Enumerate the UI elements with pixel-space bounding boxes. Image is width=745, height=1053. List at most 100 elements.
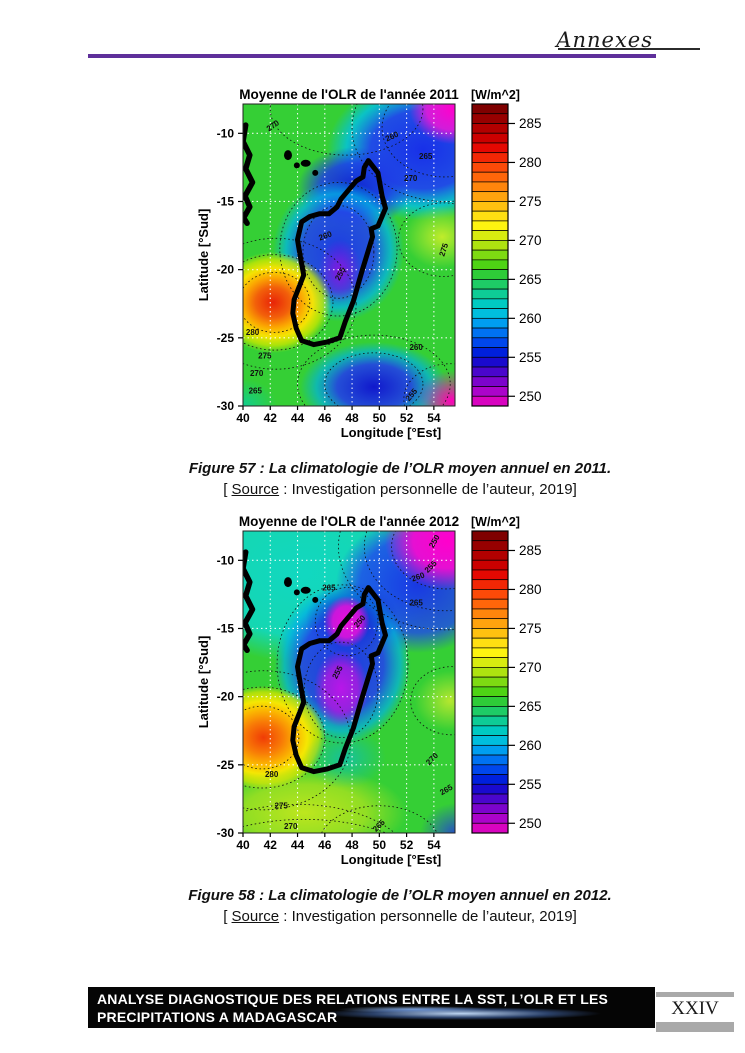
field-yellowgreen-east — [414, 670, 455, 731]
comoros-island — [293, 589, 300, 596]
contour-label: 280 — [246, 328, 260, 337]
madagascar-coastline — [290, 158, 388, 348]
svg-text:-10: -10 — [217, 553, 235, 567]
field-cyan-sw-corner — [243, 378, 278, 406]
svg-text:Latitude [°Sud]: Latitude [°Sud] — [197, 636, 211, 729]
svg-text:40: 40 — [236, 411, 250, 425]
comoros-island — [312, 596, 319, 603]
comoros-island — [293, 162, 300, 169]
header-rule — [88, 54, 656, 58]
field-red-hotspot-west — [243, 251, 332, 353]
figure-58-caption-title: Figure 58 : La climatologie de l’OLR moy… — [188, 887, 612, 904]
madagascar-coastline — [290, 585, 388, 775]
svg-text:46: 46 — [318, 411, 332, 425]
field-yellowgreen-east — [403, 205, 455, 269]
contour-label: 260 — [409, 343, 423, 352]
header-thin-rule — [558, 48, 700, 50]
svg-text:54: 54 — [427, 411, 441, 425]
svg-text:40: 40 — [236, 838, 250, 852]
svg-text:285: 285 — [519, 543, 542, 558]
footer-title-bar: ANALYSE DIAGNOSTIQUE DES RELATIONS ENTRE… — [88, 987, 655, 1028]
svg-text:50: 50 — [373, 411, 387, 425]
comoros-island — [283, 577, 292, 588]
svg-text:42: 42 — [264, 411, 278, 425]
svg-text:48: 48 — [345, 838, 359, 852]
contour-label: 270 — [404, 174, 418, 183]
svg-text:-10: -10 — [217, 126, 235, 140]
svg-text:250: 250 — [519, 389, 542, 404]
comoros-island — [283, 150, 292, 161]
field-violet-core — [317, 239, 362, 303]
africa-coastline — [243, 549, 256, 654]
svg-text:265: 265 — [519, 272, 542, 287]
svg-text:48: 48 — [345, 411, 359, 425]
svg-text:270: 270 — [519, 660, 542, 675]
contour-label: 275 — [274, 801, 288, 810]
svg-text:250: 250 — [519, 816, 542, 831]
svg-text:-20: -20 — [217, 690, 235, 704]
page-number: XXIV — [671, 998, 719, 1019]
svg-text:46: 46 — [318, 838, 332, 852]
figure-58-caption: Figure 58 : La climatologie de l’OLR moy… — [88, 886, 712, 926]
contour-label: 265 — [322, 583, 336, 592]
field-blue-south — [300, 341, 448, 406]
contour-label: 270 — [250, 369, 264, 378]
footer-title-line1: ANALYSE DIAGNOSTIQUE DES RELATIONS ENTRE… — [97, 991, 609, 1007]
footer-flare-graphic — [258, 995, 648, 1027]
svg-text:Moyenne de l'OLR de l'année 20: Moyenne de l'OLR de l'année 2012 — [239, 515, 459, 529]
svg-text:44: 44 — [291, 411, 305, 425]
figure-57-caption: Figure 57 : La climatologie de l’OLR moy… — [88, 459, 712, 499]
field-magenta-se-corner — [416, 370, 455, 406]
svg-text:52: 52 — [400, 838, 414, 852]
svg-text:Moyenne de l'OLR de l'année 20: Moyenne de l'OLR de l'année 2011 — [239, 88, 459, 102]
svg-text:-20: -20 — [217, 263, 235, 277]
svg-text:Longitude [°Est]: Longitude [°Est] — [341, 852, 442, 867]
svg-text:280: 280 — [519, 155, 542, 170]
comoros-island — [300, 159, 311, 167]
svg-text:275: 275 — [519, 621, 542, 636]
contour-label: 265 — [409, 598, 423, 607]
svg-text:[W/m^2]: [W/m^2] — [471, 88, 520, 102]
contour-label: 280 — [265, 770, 279, 779]
svg-text:50: 50 — [373, 838, 387, 852]
svg-text:255: 255 — [519, 777, 542, 792]
svg-text:[W/m^2]: [W/m^2] — [471, 515, 520, 529]
contour-label: 275 — [437, 242, 450, 258]
svg-text:255: 255 — [519, 350, 542, 365]
page-number-rule-top — [656, 992, 734, 997]
svg-text:280: 280 — [519, 582, 542, 597]
field-cyan-south-island — [304, 728, 387, 789]
contour-label: 265 — [419, 152, 433, 161]
field-magenta-ne-corner — [409, 104, 455, 145]
svg-text:-25: -25 — [217, 331, 235, 345]
svg-text:52: 52 — [400, 411, 414, 425]
svg-text:-15: -15 — [217, 621, 235, 635]
comoros-island — [312, 169, 319, 176]
svg-text:-15: -15 — [217, 194, 235, 208]
field-violet-center-core — [313, 650, 369, 727]
page-number-rule-bottom — [656, 1022, 734, 1032]
svg-text:260: 260 — [519, 311, 542, 326]
comoros-island — [300, 586, 311, 594]
footer-title-text: ANALYSE DIAGNOSTIQUE DES RELATIONS ENTRE… — [88, 987, 655, 1026]
svg-text:-30: -30 — [217, 399, 235, 413]
page-number-box: XXIV — [656, 992, 734, 1032]
contour-label: 275 — [258, 351, 272, 360]
svg-text:54: 54 — [427, 838, 441, 852]
contour-label: 260 — [317, 229, 333, 242]
olr-map-2011: Moyenne de l'OLR de l'année 2011 270 260 26… — [197, 88, 542, 440]
field-blue-se-corner — [420, 803, 455, 833]
figure-57-caption-title: Figure 57 : La climatologie de l’OLR moy… — [188, 460, 612, 477]
olr-map-2012: Moyenne de l'OLR de l'année 2012 265 250 25… — [197, 515, 542, 867]
contour-label: 270 — [284, 822, 298, 831]
svg-text:-30: -30 — [217, 826, 235, 840]
source-label: Source — [231, 481, 280, 498]
svg-text:275: 275 — [519, 194, 542, 209]
contour-label: 260 — [410, 570, 426, 583]
svg-text:270: 270 — [519, 233, 542, 248]
figure-57-caption-source: [ Source : Investigation personnelle de … — [223, 481, 577, 498]
svg-text:Latitude [°Sud]: Latitude [°Sud] — [197, 209, 211, 302]
svg-text:-25: -25 — [217, 758, 235, 772]
svg-text:Longitude [°Est]: Longitude [°Est] — [341, 425, 442, 440]
